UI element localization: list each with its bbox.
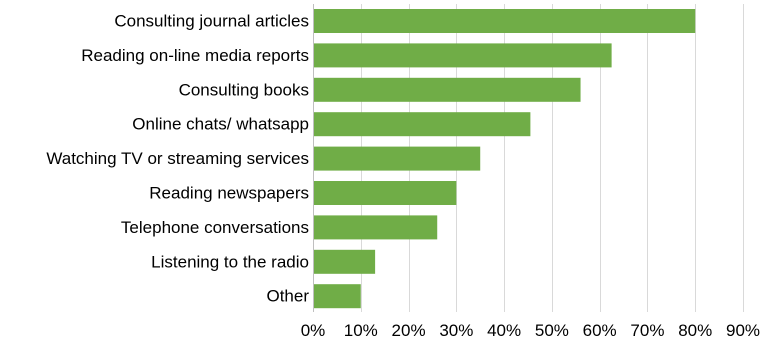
x-tick-label: 70% (630, 321, 664, 340)
x-tick-label: 60% (583, 321, 617, 340)
bar (314, 284, 361, 309)
bars (314, 9, 696, 309)
x-axis-tick-labels: 0% 10% 20% 30% 40% 50% 60% 70% 80% 90% (301, 321, 760, 340)
bar (314, 249, 376, 274)
category-label: Listening to the radio (151, 252, 309, 271)
bar (314, 146, 481, 171)
x-tick-label: 80% (678, 321, 712, 340)
category-label: Reading newspapers (149, 184, 309, 203)
x-tick-label: 50% (535, 321, 569, 340)
category-labels: Consulting journal articles Reading on-li… (46, 12, 309, 306)
category-label: Consulting books (179, 80, 309, 99)
x-tick-label: 0% (301, 321, 326, 340)
category-label: Online chats/ whatsapp (132, 115, 309, 134)
bar (314, 215, 438, 240)
category-label: Watching TV or streaming services (46, 149, 309, 168)
x-tick-label: 90% (726, 321, 760, 340)
bar (314, 77, 581, 102)
x-tick-label: 10% (344, 321, 378, 340)
bar (314, 112, 531, 137)
category-label: Reading on-line media reports (81, 46, 309, 65)
x-tick-label: 40% (487, 321, 521, 340)
category-label: Other (266, 287, 309, 306)
bar (314, 181, 457, 205)
bar (314, 43, 612, 68)
x-tick-label: 20% (392, 321, 426, 340)
x-tick-label: 30% (439, 321, 473, 340)
category-label: Telephone conversations (121, 218, 309, 237)
bar (314, 9, 696, 33)
category-label: Consulting journal articles (114, 12, 309, 31)
